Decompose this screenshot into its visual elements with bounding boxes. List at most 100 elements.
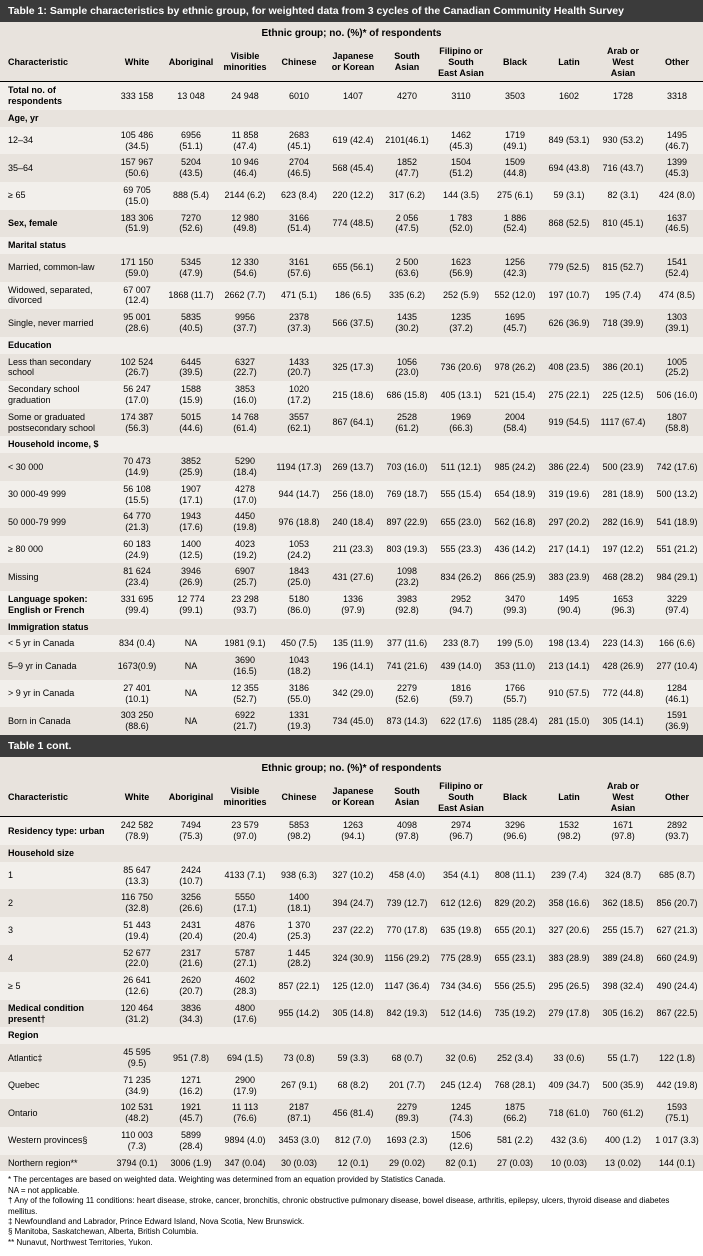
cell: 120 464 (31.2) <box>110 1000 164 1028</box>
cell: 297 (20.2) <box>542 508 596 536</box>
section-label: Household size <box>0 845 703 862</box>
cell: 3503 <box>488 82 542 110</box>
cell: 256 (18.0) <box>326 481 380 509</box>
cell: 984 (29.1) <box>650 563 703 591</box>
cell: 23 579 (97.0) <box>218 817 272 845</box>
cell: 686 (15.8) <box>380 381 434 409</box>
cell: 174 387 (56.3) <box>110 409 164 437</box>
cell: 1098 (23.2) <box>380 563 434 591</box>
cell: 873 (14.3) <box>380 707 434 735</box>
cell: 1336 (97.9) <box>326 591 380 619</box>
cell: 1532 (98.2) <box>542 817 596 845</box>
cell: 500 (23.9) <box>596 453 650 481</box>
cell: 944 (14.7) <box>272 481 326 509</box>
cell: 985 (24.2) <box>488 453 542 481</box>
footnotes: * The percentages are based on weighted … <box>0 1171 703 1256</box>
cell: 29 (0.02) <box>380 1155 434 1172</box>
cell: 1981 (9.1) <box>218 635 272 652</box>
cell: 1843 (25.0) <box>272 563 326 591</box>
cell: 2900 (17.9) <box>218 1072 272 1100</box>
cell: 32 (0.6) <box>434 1044 488 1072</box>
cell: 736 (20.6) <box>434 354 488 382</box>
cell: 1331 (19.3) <box>272 707 326 735</box>
cell: 5835 (40.5) <box>164 309 218 337</box>
cell: 500 (13.2) <box>650 481 703 509</box>
cell: 24 948 <box>218 82 272 110</box>
table-title: Table 1: Sample characteristics by ethni… <box>0 0 703 22</box>
cell: ≥ 5 <box>0 972 110 1000</box>
cell: Atlantic‡ <box>0 1044 110 1072</box>
cell: 383 (28.9) <box>542 945 596 973</box>
cell: 305 (14.8) <box>326 1000 380 1028</box>
cell: 50 000-79 999 <box>0 508 110 536</box>
cell: 30 000-49 999 <box>0 481 110 509</box>
cell: 3946 (26.9) <box>164 563 218 591</box>
cell: < 30 000 <box>0 453 110 481</box>
section-label: Marital status <box>0 237 703 254</box>
section-label: Sex, female <box>0 210 110 238</box>
cell: 775 (28.9) <box>434 945 488 973</box>
cell: 849 (53.1) <box>542 127 596 155</box>
cell: 655 (23.0) <box>434 508 488 536</box>
cell: 1506 (12.6) <box>434 1127 488 1155</box>
cell: 1433 (20.7) <box>272 354 326 382</box>
col-header: Black <box>488 778 542 817</box>
cell: 5204 (43.5) <box>164 154 218 182</box>
cell: 1943 (17.6) <box>164 508 218 536</box>
cell: 217 (14.1) <box>542 536 596 564</box>
cell: 335 (6.2) <box>380 282 434 310</box>
cell: 694 (1.5) <box>218 1044 272 1072</box>
cell: 856 (20.7) <box>650 889 703 917</box>
cell: 269 (13.7) <box>326 453 380 481</box>
cell: 95 001 (28.6) <box>110 309 164 337</box>
cell: 5–9 yr in Canada <box>0 652 110 680</box>
cell: 3983 (92.8) <box>380 591 434 619</box>
cell: 105 486 (34.5) <box>110 127 164 155</box>
cell: 654 (18.9) <box>488 481 542 509</box>
col-header: Japanese or Korean <box>326 43 380 82</box>
cell: 102 531 (48.2) <box>110 1099 164 1127</box>
cell: 660 (24.9) <box>650 945 703 973</box>
cell: 2620 (20.7) <box>164 972 218 1000</box>
cell: 56 108 (15.5) <box>110 481 164 509</box>
cell: 56 247 (17.0) <box>110 381 164 409</box>
cell: 324 (30.9) <box>326 945 380 973</box>
cell: 70 473 (14.9) <box>110 453 164 481</box>
cell: 33 (0.6) <box>542 1044 596 1072</box>
cell: 424 (8.0) <box>650 182 703 210</box>
cell: 474 (8.5) <box>650 282 703 310</box>
cell: 1588 (15.9) <box>164 381 218 409</box>
cell: 69 705 (15.0) <box>110 182 164 210</box>
cell: 267 (9.1) <box>272 1072 326 1100</box>
cell: 1907 (17.1) <box>164 481 218 509</box>
cell: 5787 (27.1) <box>218 945 272 973</box>
cell: 26 641 (12.6) <box>110 972 164 1000</box>
cell: 52 677 (22.0) <box>110 945 164 973</box>
cell: ≥ 65 <box>0 182 110 210</box>
cell: 166 (6.6) <box>650 635 703 652</box>
cell: 521 (15.4) <box>488 381 542 409</box>
cell: 1875 (66.2) <box>488 1099 542 1127</box>
cell: 6956 (51.1) <box>164 127 218 155</box>
cell: 59 (3.3) <box>326 1044 380 1072</box>
cell: 2279 (89.3) <box>380 1099 434 1127</box>
cell: 1407 <box>326 82 380 110</box>
cell: NA <box>164 652 218 680</box>
cell: 23 298 (93.7) <box>218 591 272 619</box>
cell: 1969 (66.3) <box>434 409 488 437</box>
cell: 6445 (39.5) <box>164 354 218 382</box>
cell: 1 886 (52.4) <box>488 210 542 238</box>
cell: 910 (57.5) <box>542 680 596 708</box>
col-header: Other <box>650 778 703 817</box>
cell: 1271 (16.2) <box>164 1072 218 1100</box>
cell: 5290 (18.4) <box>218 453 272 481</box>
col-header: Filipino or South East Asian <box>434 43 488 82</box>
cell: 3 <box>0 917 110 945</box>
cell: 442 (19.8) <box>650 1072 703 1100</box>
cell: 3470 (99.3) <box>488 591 542 619</box>
cell: 1671 (97.8) <box>596 817 650 845</box>
cell: 834 (26.2) <box>434 563 488 591</box>
cell: 2279 (52.6) <box>380 680 434 708</box>
cell: 1194 (17.3) <box>272 453 326 481</box>
cell: 742 (17.6) <box>650 453 703 481</box>
